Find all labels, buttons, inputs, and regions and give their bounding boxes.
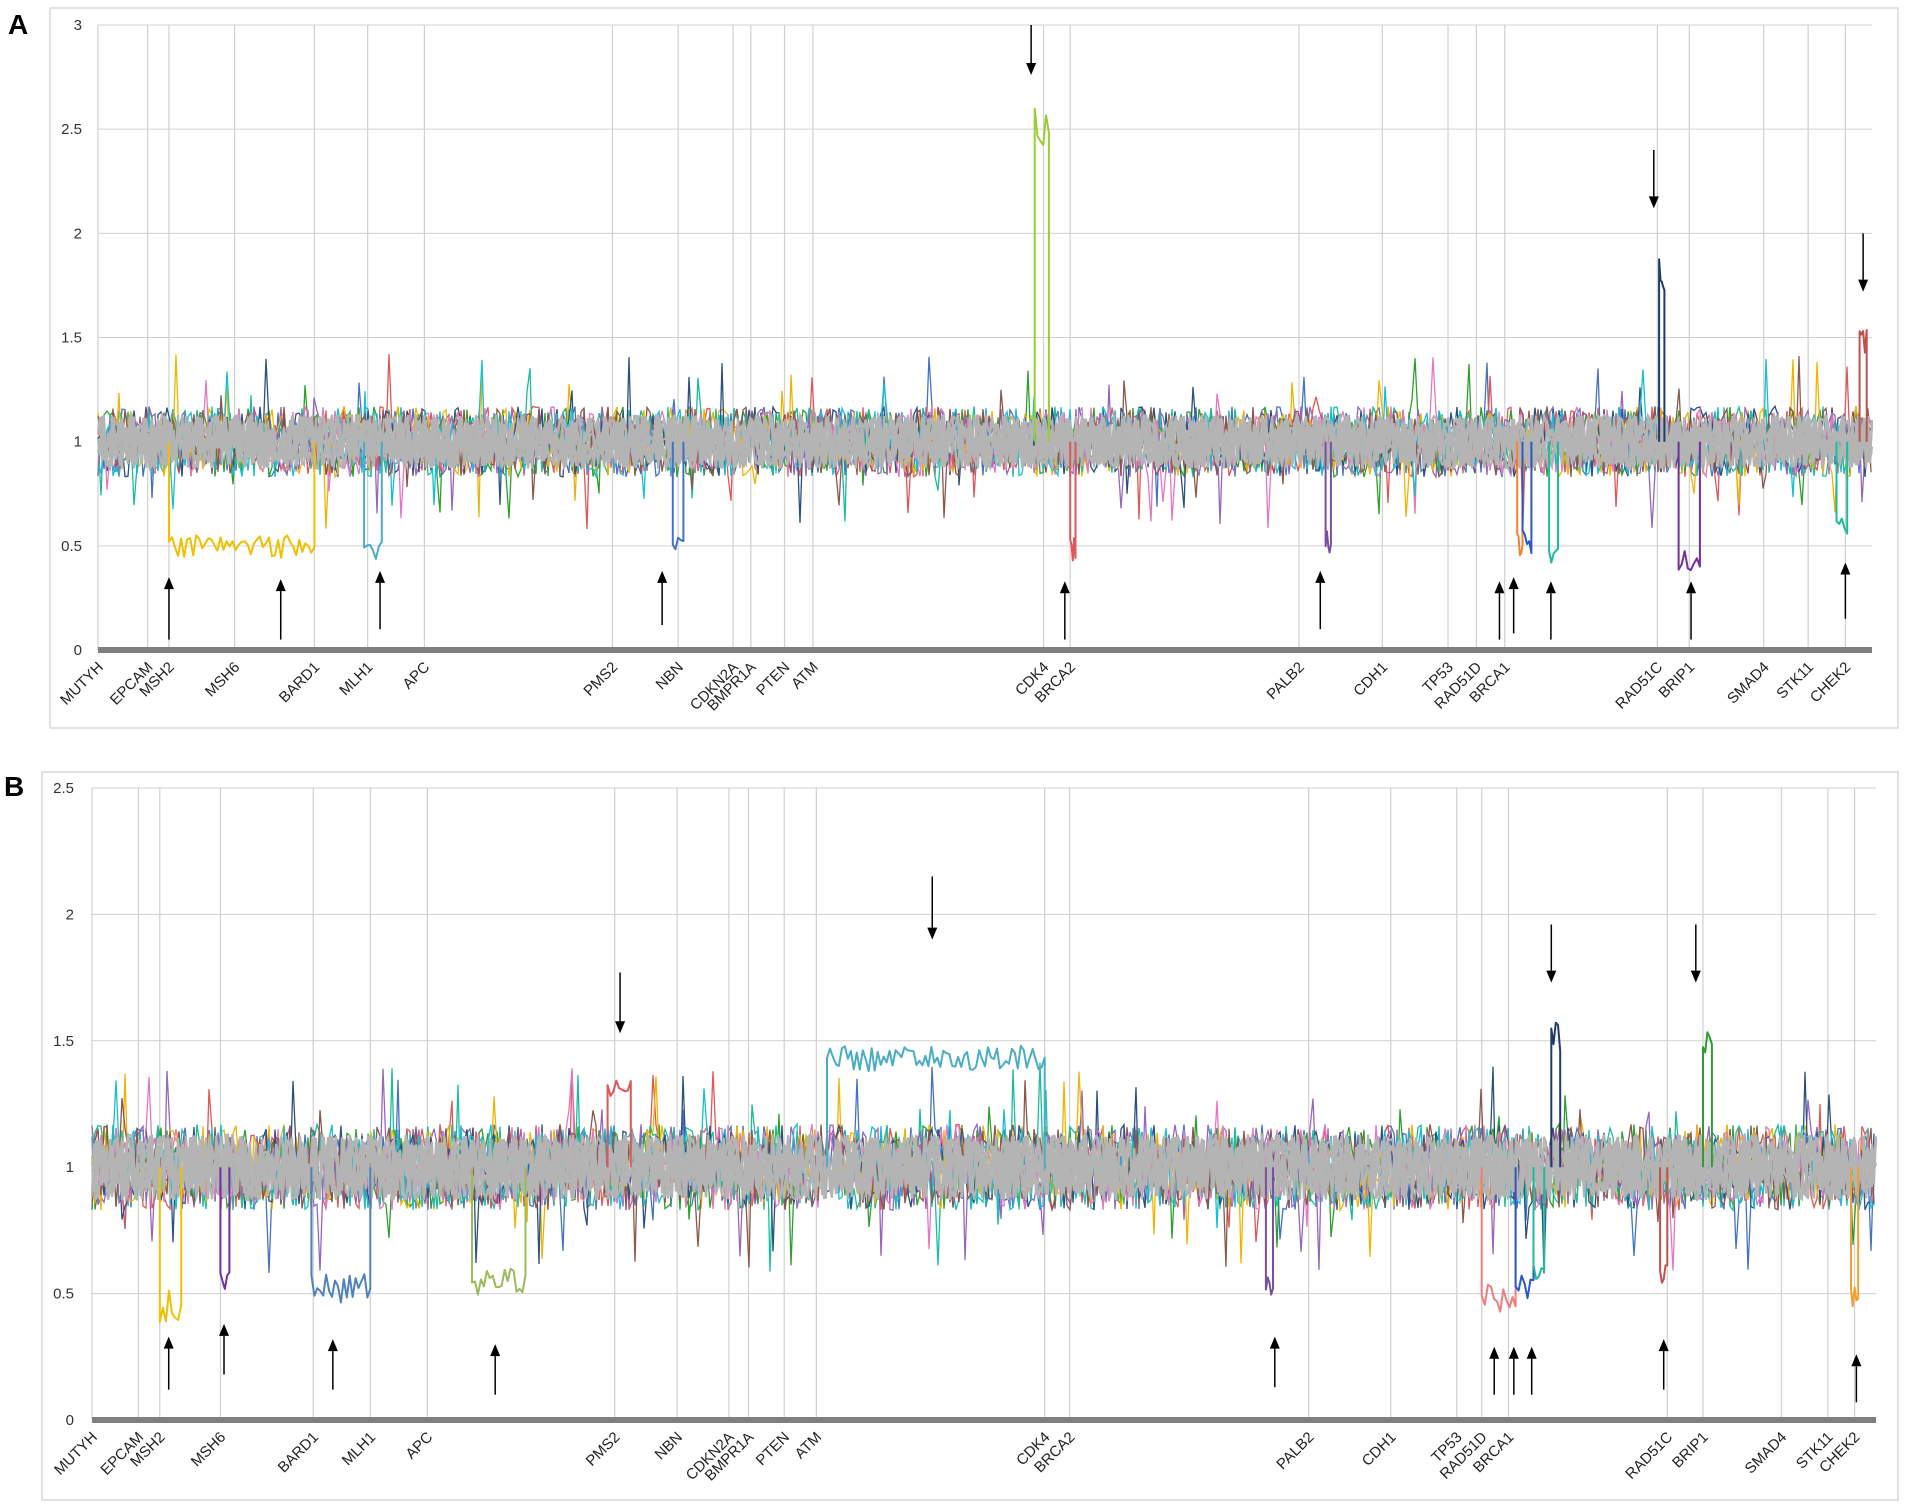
arrow-down xyxy=(1546,924,1557,983)
cnv-series-0 xyxy=(168,441,316,559)
cnv-series-4 xyxy=(1069,441,1077,562)
cnv-series-12 xyxy=(1858,329,1868,442)
y-tick-label: 0.5 xyxy=(53,1286,74,1303)
arrow-up xyxy=(1840,562,1851,619)
arrow-up xyxy=(1545,581,1556,640)
noise-trace-gray xyxy=(91,1133,1878,1203)
y-tick-label: 1 xyxy=(74,434,82,451)
panel-a-arrows xyxy=(163,25,1869,640)
panel-a-noise xyxy=(96,354,1874,530)
cnv-series-3 xyxy=(471,1167,527,1296)
arrow-up xyxy=(375,570,386,630)
arrow-down xyxy=(927,876,938,940)
y-tick-label: 0 xyxy=(74,642,82,659)
y-tick-label: 2 xyxy=(74,225,82,242)
arrow-down xyxy=(1026,25,1037,75)
arrow-up xyxy=(1658,1339,1669,1390)
arrow-down xyxy=(1690,924,1701,983)
y-tick-label: 1.5 xyxy=(61,330,82,347)
y-tick-label: 1.5 xyxy=(53,1033,74,1050)
cnv-series-2 xyxy=(671,441,685,551)
y-tick-label: 3 xyxy=(74,17,82,34)
panel-a-series xyxy=(168,107,1868,572)
cnv-series-0 xyxy=(158,1167,183,1323)
noise-trace-gray xyxy=(90,1131,1878,1203)
cnv-series-11 xyxy=(1835,441,1849,535)
arrow-up xyxy=(1526,1346,1537,1395)
y-tick-label: 2 xyxy=(66,906,74,923)
arrow-up xyxy=(1508,577,1519,634)
cnv-series-8 xyxy=(1514,1167,1535,1300)
arrow-up xyxy=(275,579,286,640)
arrow-up xyxy=(163,1336,174,1390)
cnv-series-7 xyxy=(1521,441,1533,555)
panel-b-series xyxy=(158,1021,1860,1323)
cnv-series-6 xyxy=(1264,1167,1274,1296)
cnv-series-7 xyxy=(1480,1167,1517,1313)
noise-trace-gray xyxy=(96,412,1874,472)
arrow-up xyxy=(219,1323,230,1375)
arrow-up xyxy=(657,570,668,625)
arrow-up xyxy=(1059,581,1070,640)
y-tick-label: 0.5 xyxy=(61,538,82,555)
y-tick-label: 1 xyxy=(66,1159,74,1176)
cnv-series-2 xyxy=(310,1167,372,1304)
cnv-series-1 xyxy=(363,441,383,560)
arrow-up xyxy=(1508,1346,1519,1395)
panel-a-grid xyxy=(97,24,1872,650)
cnv-series-9 xyxy=(1532,1167,1546,1280)
cnv-series-11 xyxy=(1659,1167,1669,1284)
cnv-series-5 xyxy=(1324,441,1332,554)
panel-b-label: B xyxy=(4,771,24,802)
panel-a-frame xyxy=(49,7,1899,729)
cnv-series-9 xyxy=(1658,258,1666,442)
arrow-up xyxy=(163,577,174,640)
arrow-up xyxy=(1851,1354,1862,1403)
y-tick-label: 0 xyxy=(66,1412,74,1429)
cnv-series-12 xyxy=(1702,1031,1713,1168)
cnv-series-6 xyxy=(1516,441,1524,557)
arrow-up xyxy=(490,1344,501,1395)
panel-b-noise xyxy=(90,1062,1878,1274)
cnv-series-5 xyxy=(826,1044,1046,1168)
cnv-series-10 xyxy=(1677,441,1701,572)
arrow-up xyxy=(1269,1336,1280,1388)
arrow-up xyxy=(327,1339,338,1390)
cnv-series-1 xyxy=(219,1167,231,1290)
panel-b-arrows xyxy=(163,876,1862,1403)
arrow-down xyxy=(1648,150,1659,209)
panel-a-label: A xyxy=(8,9,28,40)
y-tick-label: 2.5 xyxy=(61,121,82,138)
cnv-series-3 xyxy=(1033,107,1050,442)
arrow-down xyxy=(615,972,626,1034)
arrow-up xyxy=(1489,1346,1500,1395)
y-tick-label: 2.5 xyxy=(53,780,74,797)
arrow-down xyxy=(1858,233,1869,292)
cnv-series-13 xyxy=(1850,1167,1860,1308)
cnv-series-8 xyxy=(1548,441,1559,564)
arrow-up xyxy=(1686,581,1697,640)
arrow-up xyxy=(1494,581,1505,640)
cnv-series-10 xyxy=(1550,1021,1562,1168)
arrow-up xyxy=(1315,570,1326,630)
cnv-series-4 xyxy=(606,1079,632,1168)
